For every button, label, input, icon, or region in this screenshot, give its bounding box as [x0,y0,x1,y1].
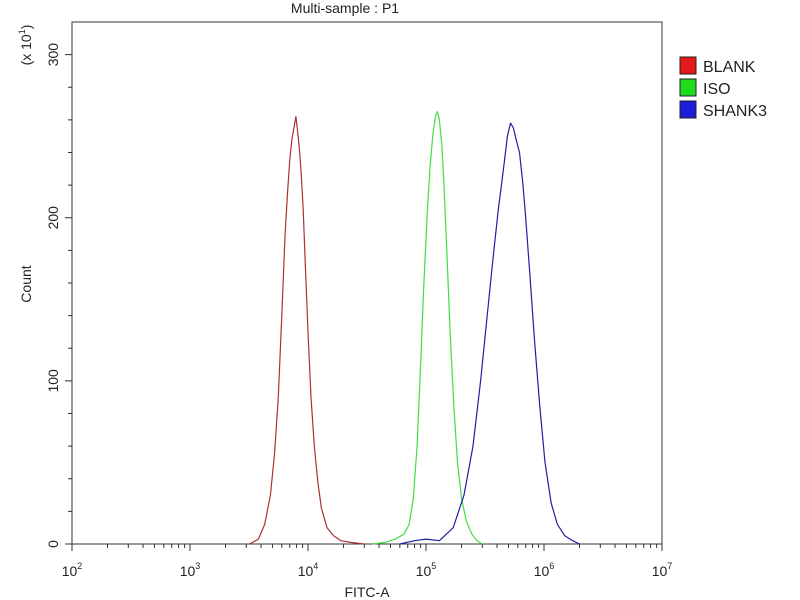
y-axis-label: Count [18,265,34,302]
y-tick-label: 0 [45,540,61,548]
y-tick-label: 100 [45,369,61,393]
x-tick-label: 107 [652,561,673,579]
y-tick-label: 300 [45,43,61,67]
x-tick-label: 103 [180,561,201,579]
legend-swatch-shank3 [679,100,697,119]
series-line-shank3 [399,122,580,545]
legend-swatch-blank [679,56,697,75]
y-axis-ticks: 0 100 200 300 [45,43,72,548]
legend-swatch-iso [679,78,697,97]
x-tick-label: 105 [416,561,437,579]
y-tick-label: 200 [45,206,61,230]
x-axis-label: FITC-A [344,584,390,600]
plot-area-border [71,21,663,545]
series-line-iso [372,111,483,545]
chart-title: Multi-sample : P1 [291,0,399,16]
x-tick-label: 106 [534,561,555,579]
y-multiplier-label: (x 101) [17,25,34,66]
legend-label-shank3: SHANK3 [703,103,767,120]
svg-text:(x 101): (x 101) [17,25,34,66]
legend-label-iso: ISO [703,81,731,98]
x-tick-label: 104 [298,561,319,579]
legend-label-blank: BLANK [703,59,756,76]
series-layer [249,111,580,545]
series-line-blank [249,116,365,545]
legend: BLANK ISO SHANK3 [679,56,767,120]
plot-frame [71,21,663,545]
x-axis-ticks: 102 103 104 105 106 107 [62,544,673,579]
x-tick-label: 102 [62,561,83,579]
